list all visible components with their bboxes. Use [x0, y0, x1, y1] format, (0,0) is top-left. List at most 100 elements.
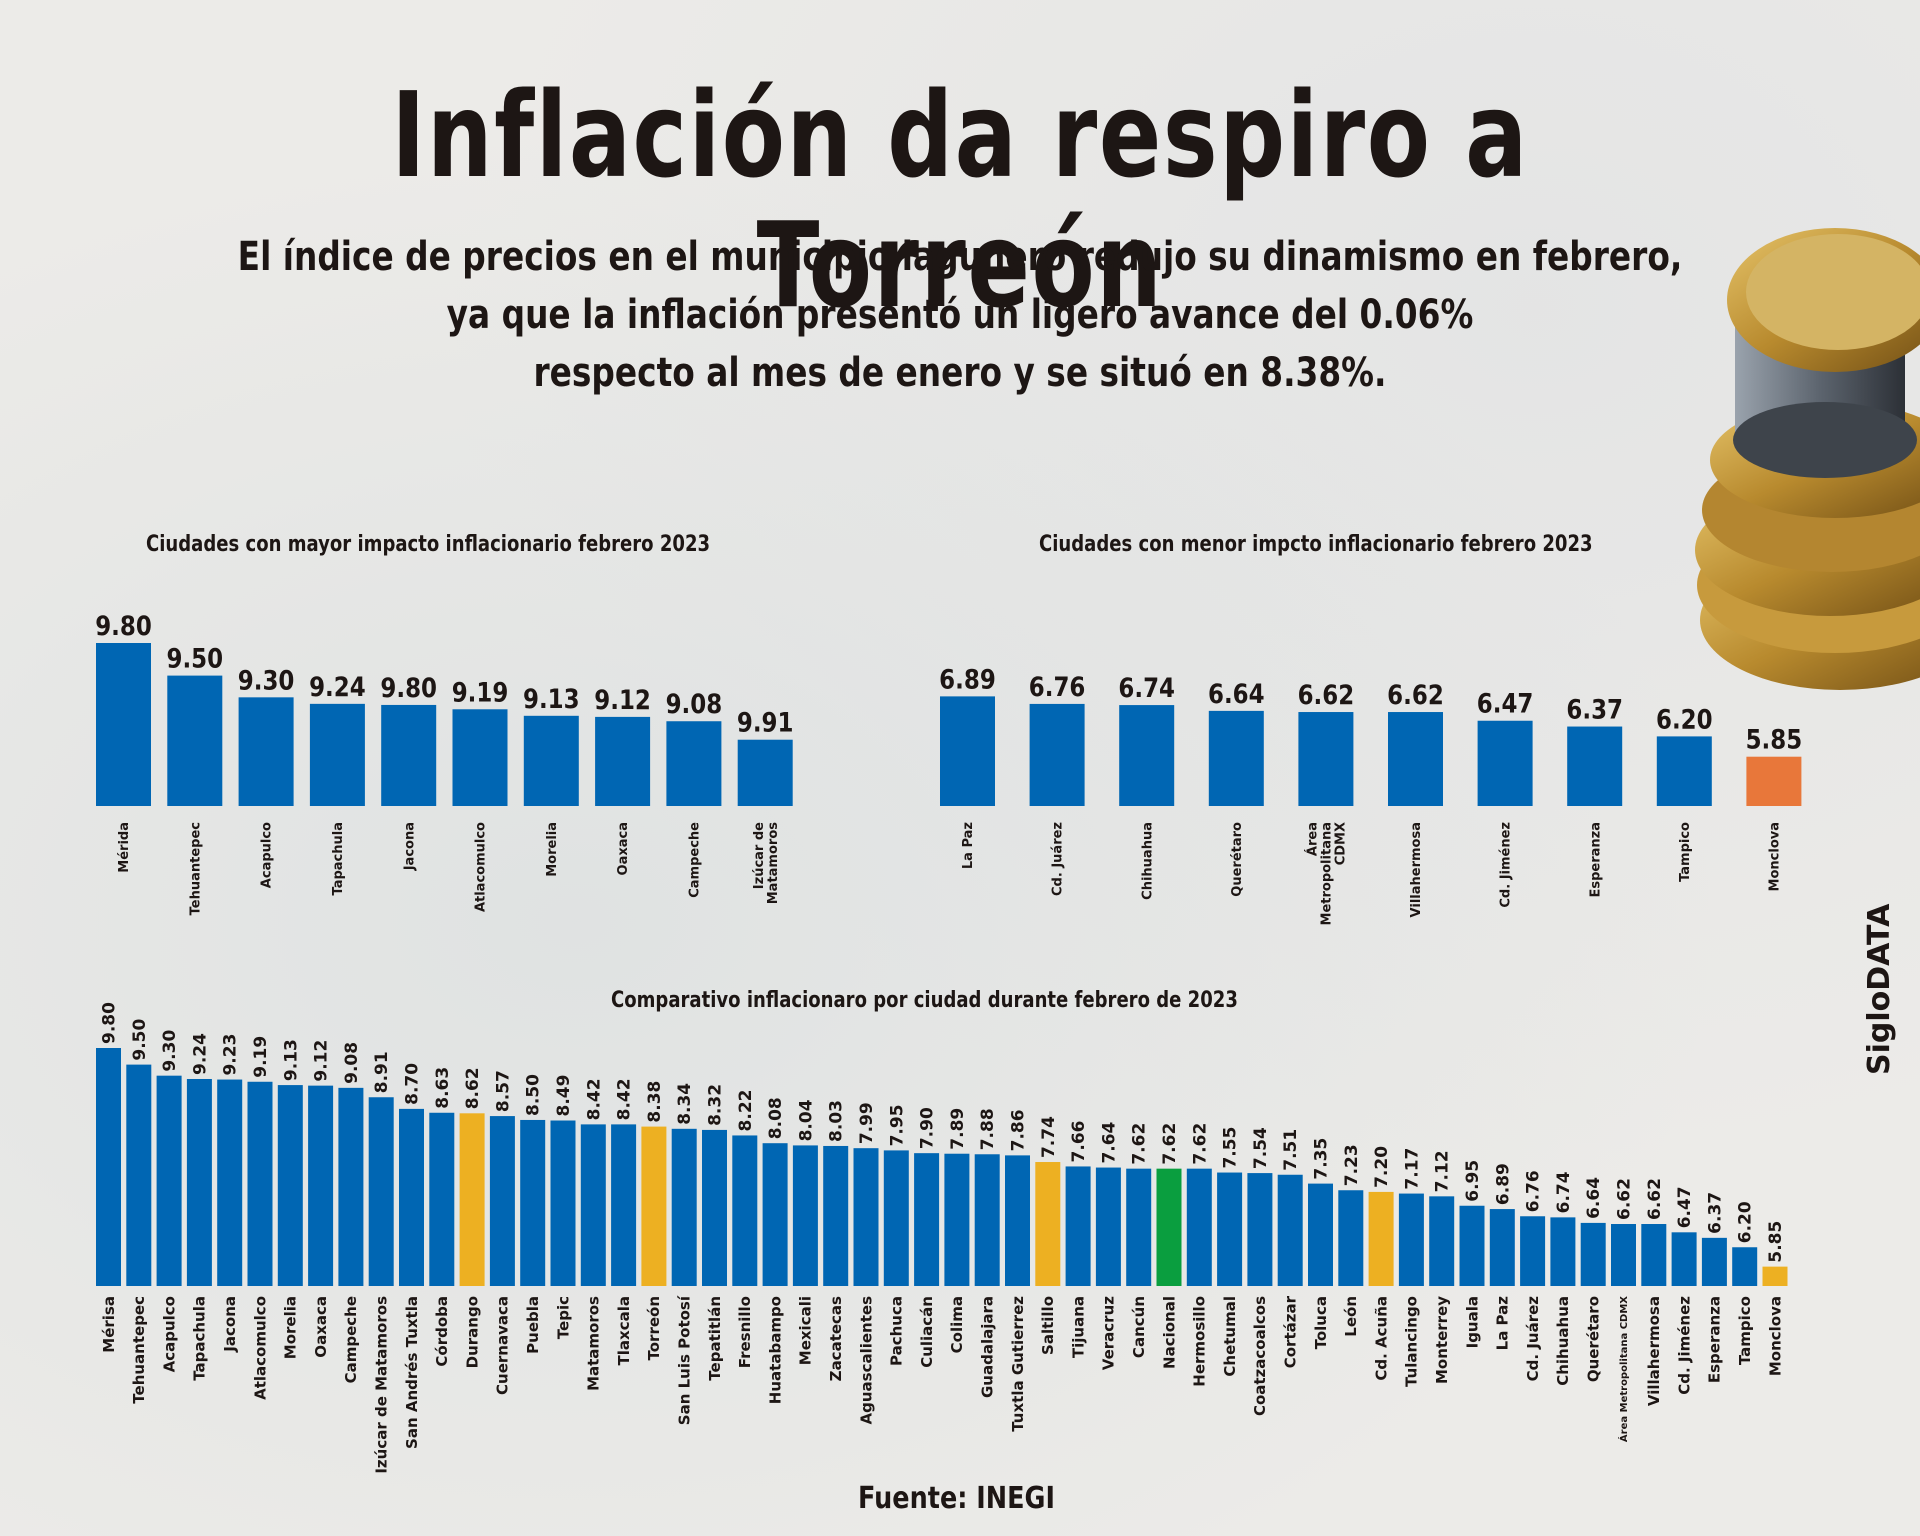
data-label: 7.51: [1281, 1129, 1301, 1171]
source-note: Fuente: INEGI: [858, 1481, 1055, 1516]
category-label: Tapachula: [331, 822, 346, 896]
category-label: Villahermosa: [1645, 1296, 1663, 1406]
category-label: Cd. Juárez: [1051, 822, 1066, 896]
bar-comparativo: [1459, 1205, 1485, 1286]
data-label: 6.62: [1645, 1178, 1665, 1220]
bar-mayor: [666, 721, 722, 806]
category-label: Cd. Jiménez: [1499, 822, 1514, 908]
bar-comparativo: [1065, 1166, 1091, 1286]
data-label: 9.19: [452, 677, 509, 708]
bar-comparativo: [1217, 1172, 1243, 1286]
category-label: Córdoba: [433, 1296, 451, 1367]
chart-title-menor: Ciudades con menor impcto inflacionario …: [1039, 532, 1593, 557]
category-label: Esperanza: [1706, 1296, 1724, 1383]
category-label: Esperanza: [1588, 822, 1603, 898]
data-label: 7.20: [1372, 1146, 1392, 1188]
category-label: La Paz: [961, 822, 976, 869]
data-label: 7.23: [1342, 1144, 1362, 1186]
bar-comparativo: [1156, 1168, 1182, 1286]
bar-comparativo: [1095, 1167, 1121, 1286]
data-label: 9.50: [130, 1018, 150, 1060]
bar-mayor: [96, 643, 151, 806]
subtitle-line: respecto al mes de enero y se situó en 8…: [533, 350, 1387, 396]
category-label: Área: [1304, 822, 1320, 856]
category-label: Aguascalientes: [857, 1296, 875, 1425]
bar-comparativo: [550, 1120, 576, 1286]
data-label: 5.85: [1746, 724, 1803, 755]
data-label: 8.42: [584, 1078, 604, 1120]
bar-comparativo: [611, 1124, 637, 1286]
data-label: 7.54: [1251, 1127, 1271, 1169]
bar-menor: [1477, 720, 1533, 806]
bar-comparativo: [1277, 1174, 1303, 1286]
bar-comparativo: [1368, 1191, 1394, 1286]
bar-comparativo: [944, 1153, 970, 1286]
category-label: Morelia: [282, 1296, 300, 1359]
category-label: Puebla: [524, 1296, 542, 1354]
category-label: Saltillo: [1039, 1296, 1057, 1355]
data-label: 7.99: [857, 1102, 877, 1144]
bar-comparativo: [914, 1153, 940, 1286]
data-label: 9.24: [309, 671, 366, 702]
data-label: 9.13: [281, 1039, 301, 1081]
data-label: 9.80: [95, 610, 152, 641]
coin-face: [1746, 234, 1920, 350]
category-label: Atlacomulco: [251, 1296, 269, 1400]
bar-comparativo: [671, 1128, 697, 1286]
bar-comparativo: [126, 1064, 152, 1286]
data-label: 9.12: [312, 1040, 332, 1082]
category-label: Mérisa: [100, 1296, 118, 1353]
data-label: 8.42: [615, 1078, 635, 1120]
data-label: 9.30: [160, 1030, 180, 1072]
category-label: Acapulco: [260, 822, 275, 888]
category-label: Tepatitlán: [706, 1296, 724, 1381]
category-label: Chihuahua: [1140, 822, 1155, 900]
bar-comparativo: [247, 1081, 273, 1286]
data-label: 8.32: [706, 1084, 726, 1126]
category-label: Izúcar de: [752, 822, 767, 889]
category-label: Monclova: [1766, 1296, 1784, 1376]
coin: [1733, 402, 1917, 478]
category-label: Guadalajara: [978, 1296, 996, 1398]
category-label: Pachuca: [888, 1296, 906, 1366]
bar-comparativo: [1520, 1216, 1546, 1286]
category-label: Colima: [948, 1296, 966, 1353]
category-label: Durango: [463, 1296, 481, 1368]
data-label: 8.70: [403, 1063, 423, 1105]
category-label: Monterrey: [1433, 1296, 1451, 1384]
data-label: 8.49: [554, 1075, 574, 1117]
category-label: Culiacán: [918, 1296, 936, 1368]
data-label: 6.20: [1656, 704, 1713, 735]
category-label: Querétaro: [1584, 1296, 1602, 1382]
category-label: Área Metropolitana CDMX: [1617, 1296, 1630, 1442]
category-label: Tehuantepec: [188, 822, 203, 915]
category-label: Cd. Acuña: [1372, 1296, 1390, 1381]
bar-comparativo: [1611, 1224, 1636, 1286]
bar-comparativo: [308, 1085, 334, 1286]
bar-comparativo: [702, 1129, 727, 1286]
category-label: León: [1342, 1296, 1360, 1337]
bar-comparativo: [520, 1119, 546, 1286]
data-label: 8.91: [372, 1051, 392, 1093]
category-label: Tijuana: [1069, 1296, 1087, 1358]
data-label: 6.37: [1705, 1192, 1725, 1234]
category-label: Tulancingo: [1403, 1296, 1421, 1387]
data-label: 7.62: [1160, 1123, 1180, 1165]
category-label: Izúcar de Matamoros: [372, 1296, 390, 1474]
category-label: Tehuantepec: [130, 1296, 148, 1404]
bar-comparativo: [1489, 1209, 1515, 1286]
bar-menor: [1298, 712, 1354, 806]
data-label: 7.86: [1009, 1109, 1029, 1151]
bar-comparativo: [399, 1108, 424, 1286]
category-label: Zacatecas: [827, 1296, 845, 1381]
data-label: 6.76: [1029, 671, 1086, 702]
category-label: Cortázar: [1281, 1295, 1299, 1368]
category-label: Villahermosa: [1409, 822, 1424, 917]
bar-comparativo: [974, 1154, 1000, 1286]
category-label: Tlaxcala: [615, 1296, 633, 1365]
data-label: 9.30: [238, 665, 295, 696]
bar-menor: [1567, 726, 1623, 806]
data-label: 8.03: [827, 1100, 847, 1142]
data-label: 6.74: [1554, 1171, 1574, 1213]
